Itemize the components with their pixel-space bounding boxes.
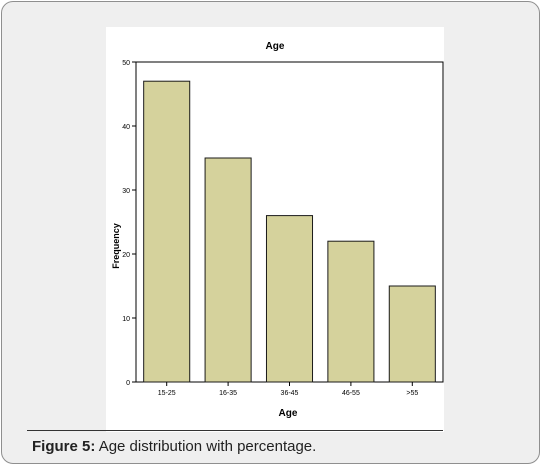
- bar: [265, 215, 314, 383]
- chart-title: Age: [266, 41, 285, 52]
- bar: [327, 240, 375, 383]
- y-tick-label: 20: [122, 252, 130, 259]
- age-bar-chart: 0 10 20 30 40 50 15-25 16-35 36-45 46-55 >55 Age A…: [111, 41, 444, 419]
- y-tick-label: 40: [122, 124, 130, 131]
- chart-figure: 0 10 20 30 40 50 15-25 16-35 36-45 46-55 >55 Age A…: [106, 27, 444, 432]
- bar: [388, 285, 436, 383]
- y-tick-label: 10: [122, 316, 130, 323]
- figure-caption: Figure 5: Age distribution with percenta…: [32, 438, 316, 455]
- x-axis-label: Age: [279, 408, 298, 419]
- x-tick-label: 15-25: [158, 390, 176, 397]
- caption-label: Figure 5:: [32, 438, 96, 455]
- caption-text: Age distribution with percentage.: [98, 438, 317, 455]
- bar: [143, 80, 191, 383]
- x-tick-label: 16-35: [219, 390, 237, 397]
- bar: [204, 157, 252, 383]
- caption-divider: [27, 430, 443, 431]
- y-tick-label: 0: [126, 380, 130, 387]
- y-axis-label: Frequency: [111, 223, 121, 269]
- y-tick-label: 30: [122, 188, 130, 195]
- x-tick-label: >55: [406, 390, 418, 397]
- x-tick-label: 36-45: [281, 390, 299, 397]
- x-tick-label: 46-55: [342, 390, 360, 397]
- y-tick-label: 50: [122, 60, 130, 67]
